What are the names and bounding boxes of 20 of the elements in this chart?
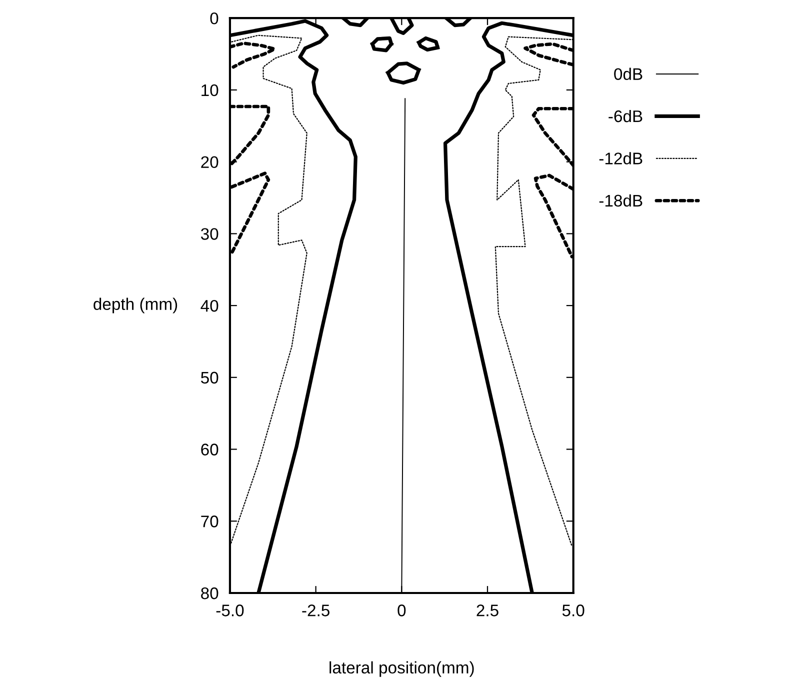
legend-label: -12dB (599, 152, 642, 164)
y-tick-label: 50 (200, 372, 218, 384)
y-tick-label: 30 (200, 228, 218, 240)
x-tick-label: -2.5 (302, 604, 330, 616)
x-tick-label: -5.0 (216, 604, 244, 616)
x-axis-title: lateral position(mm) (330, 661, 474, 677)
legend-label: -18dB (599, 194, 642, 207)
y-tick-label: 70 (201, 516, 218, 528)
y-axis-title: depth (mm) (94, 298, 178, 314)
y-tick-label: 0 (210, 12, 218, 24)
x-tick-label: 2.5 (476, 604, 498, 616)
y-tick-label: 20 (201, 156, 218, 168)
y-tick-label: 10 (202, 84, 218, 96)
legend-label: -6dB (608, 110, 642, 122)
y-tick-label: 80 (201, 587, 218, 600)
x-tick-label: 5.0 (562, 604, 584, 616)
legend-label: 0dB (614, 68, 642, 80)
x-tick-label: 0 (398, 604, 406, 616)
y-tick-label: 40 (200, 300, 218, 312)
y-tick-label: 60 (201, 444, 218, 456)
